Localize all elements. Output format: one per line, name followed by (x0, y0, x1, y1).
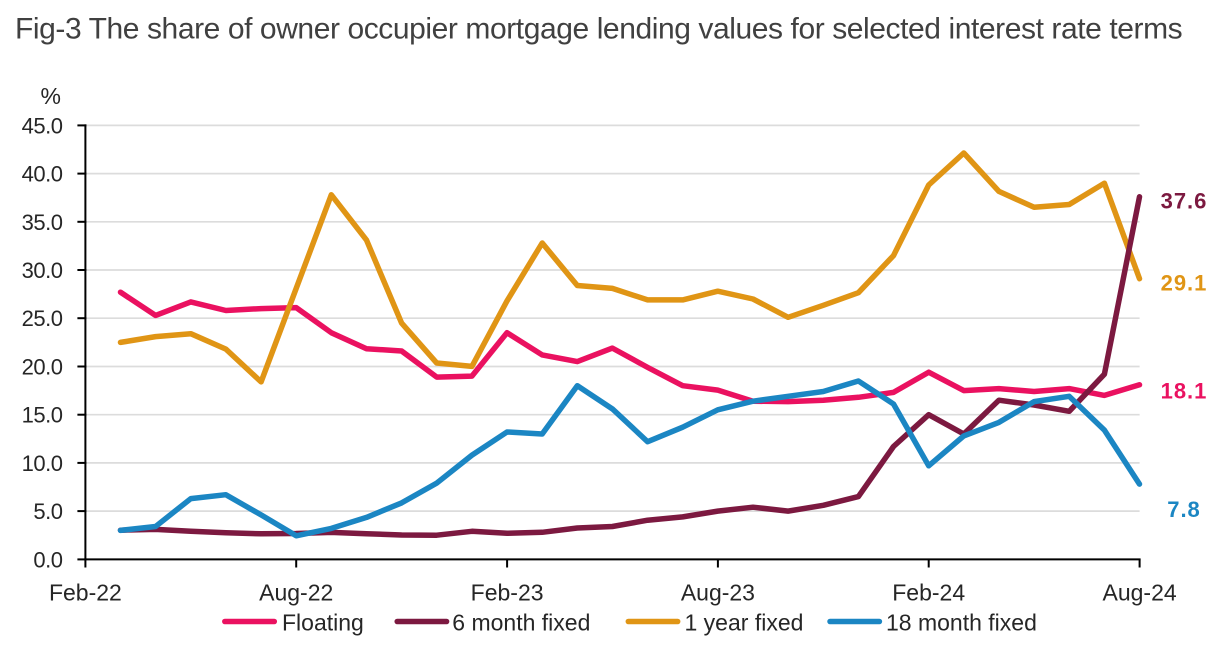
svg-text:Feb-24: Feb-24 (892, 580, 965, 606)
svg-text:15.0: 15.0 (22, 403, 63, 428)
svg-text:5.0: 5.0 (33, 499, 62, 524)
svg-text:40.0: 40.0 (22, 162, 63, 187)
svg-text:Feb-22: Feb-22 (49, 580, 122, 606)
svg-text:30.0: 30.0 (22, 258, 63, 283)
svg-text:Fig-3 The share of owner occup: Fig-3 The share of owner occupier mortga… (15, 13, 1182, 46)
svg-text:35.0: 35.0 (22, 210, 63, 235)
svg-text:0.0: 0.0 (33, 547, 62, 572)
svg-text:Aug-24: Aug-24 (1103, 580, 1177, 606)
svg-text:7.8: 7.8 (1167, 497, 1201, 522)
svg-text:37.6: 37.6 (1161, 189, 1208, 214)
svg-text:Floating: Floating (282, 610, 364, 636)
svg-text:%: % (41, 83, 61, 109)
svg-text:29.1: 29.1 (1161, 271, 1208, 296)
svg-text:1 year fixed: 1 year fixed (685, 610, 804, 636)
svg-text:Feb-23: Feb-23 (471, 580, 544, 606)
svg-text:18.1: 18.1 (1161, 379, 1208, 404)
svg-text:25.0: 25.0 (22, 306, 63, 331)
svg-text:10.0: 10.0 (22, 451, 63, 476)
svg-text:18 month fixed: 18 month fixed (886, 610, 1037, 636)
svg-text:Aug-23: Aug-23 (681, 580, 755, 606)
svg-text:45.0: 45.0 (22, 113, 63, 138)
svg-text:6 month fixed: 6 month fixed (452, 610, 590, 636)
svg-text:Aug-22: Aug-22 (259, 580, 333, 606)
svg-text:20.0: 20.0 (22, 355, 63, 380)
